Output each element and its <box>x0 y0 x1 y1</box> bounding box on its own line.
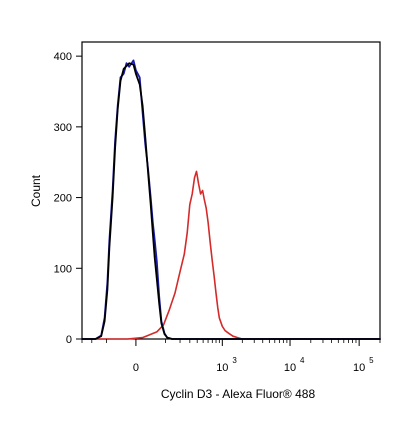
series-layer <box>81 59 381 340</box>
y-axis-label: Count <box>29 174 43 207</box>
x-axis: 0 10 3 10 4 10 5 <box>81 339 381 374</box>
series-line-1 <box>81 170 381 340</box>
x-tick-label: 0 <box>133 362 139 374</box>
x-axis-label: Cyclin D3 - Alexa Fluor® 488 <box>161 387 316 401</box>
y-tick-label: 400 <box>54 51 72 63</box>
series-line-3 <box>81 62 381 340</box>
x-tick-exponent: 4 <box>300 356 305 365</box>
x-tick-exponent: 3 <box>232 356 237 365</box>
y-tick-label: 0 <box>66 334 72 346</box>
x-tick-exponent: 5 <box>369 356 374 365</box>
y-tick-label: 300 <box>54 122 72 134</box>
plot-area-frame <box>81 41 381 340</box>
x-tick-label: 10 <box>353 362 365 374</box>
x-tick-label: 10 <box>216 362 228 374</box>
y-tick-label: 100 <box>54 263 72 275</box>
x-tick-label: 10 <box>284 362 296 374</box>
y-axis: 0 100 200 300 400 <box>54 51 82 346</box>
y-tick-label: 200 <box>54 193 72 205</box>
